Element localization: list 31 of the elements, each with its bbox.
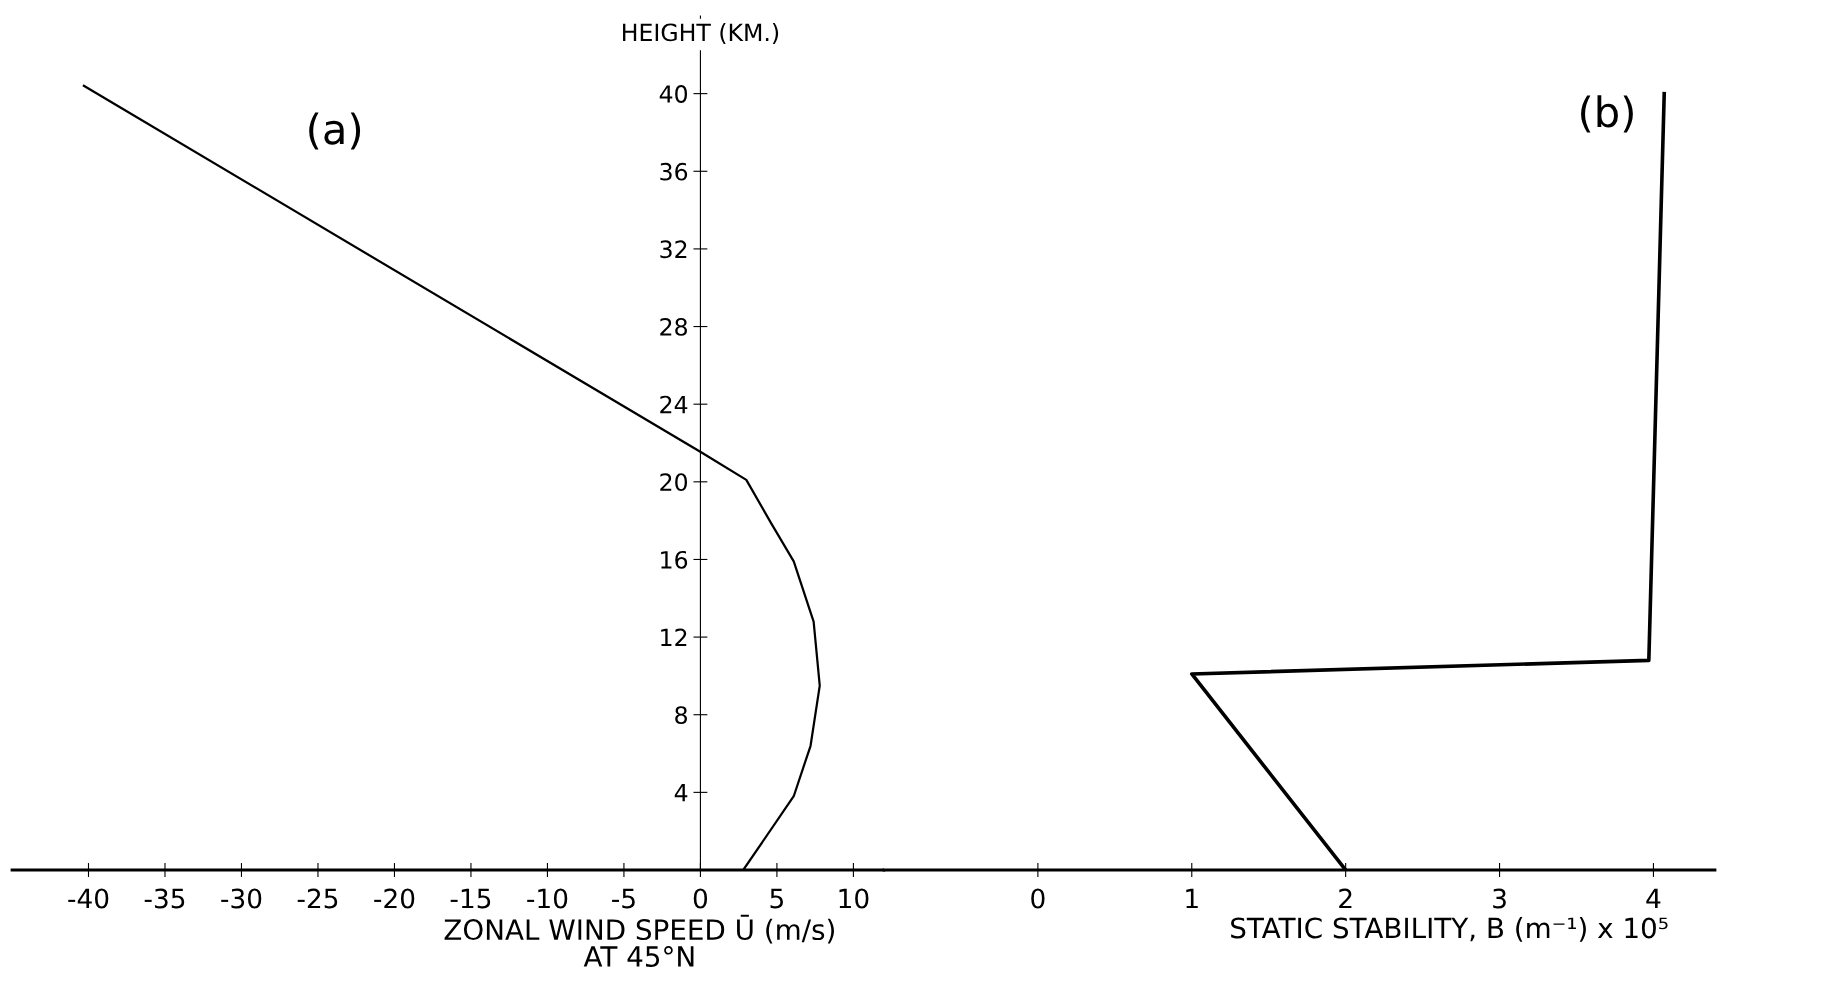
y-tick-label: 4 — [674, 784, 688, 802]
x-axis-title: ZONAL WIND SPEED Ū (m/s) AT 45°N — [444, 914, 834, 967]
y-tick-label: 12 — [661, 628, 687, 647]
x-tick-label: -30 — [221, 888, 262, 909]
y-tick-label: 24 — [660, 395, 688, 414]
y-tick-label: 8 — [675, 706, 687, 725]
y-tick-label: 28 — [660, 317, 687, 336]
y-tick-label: 20 — [660, 473, 688, 492]
x-tick-label: 0 — [1031, 888, 1045, 909]
annotation: (a) — [309, 112, 361, 150]
x-tick-label: -10 — [527, 888, 568, 909]
x-tick-label: 0 — [693, 888, 708, 909]
x-tick-label: 1 — [1186, 888, 1198, 909]
y-tick-label: 32 — [660, 240, 687, 259]
y-tick-label: 16 — [661, 550, 688, 569]
x-axis-title: STATIC STABILITY, B (m⁻¹) x 10⁵ — [1231, 917, 1668, 942]
y-tick-label: 40 — [659, 85, 688, 103]
y-tick-label: 36 — [660, 162, 688, 181]
x-tick-label: 2 — [1339, 888, 1352, 909]
x-tick-label: 3 — [1493, 888, 1506, 909]
x-tick-label: -15 — [450, 888, 491, 909]
annotation: (b) — [1581, 95, 1633, 133]
x-tick-label: 4 — [1646, 888, 1661, 909]
x-tick-label: -25 — [297, 888, 338, 909]
x-tick-label: -40 — [68, 888, 109, 909]
x-tick-label: -5 — [612, 888, 635, 909]
x-tick-label: -20 — [374, 888, 415, 909]
y-axis-title: HEIGHT (KM.) — [623, 23, 779, 45]
x-tick-label: 5 — [770, 888, 783, 909]
x-tick-label: -35 — [144, 888, 185, 909]
x-tick-label: 10 — [839, 888, 869, 909]
